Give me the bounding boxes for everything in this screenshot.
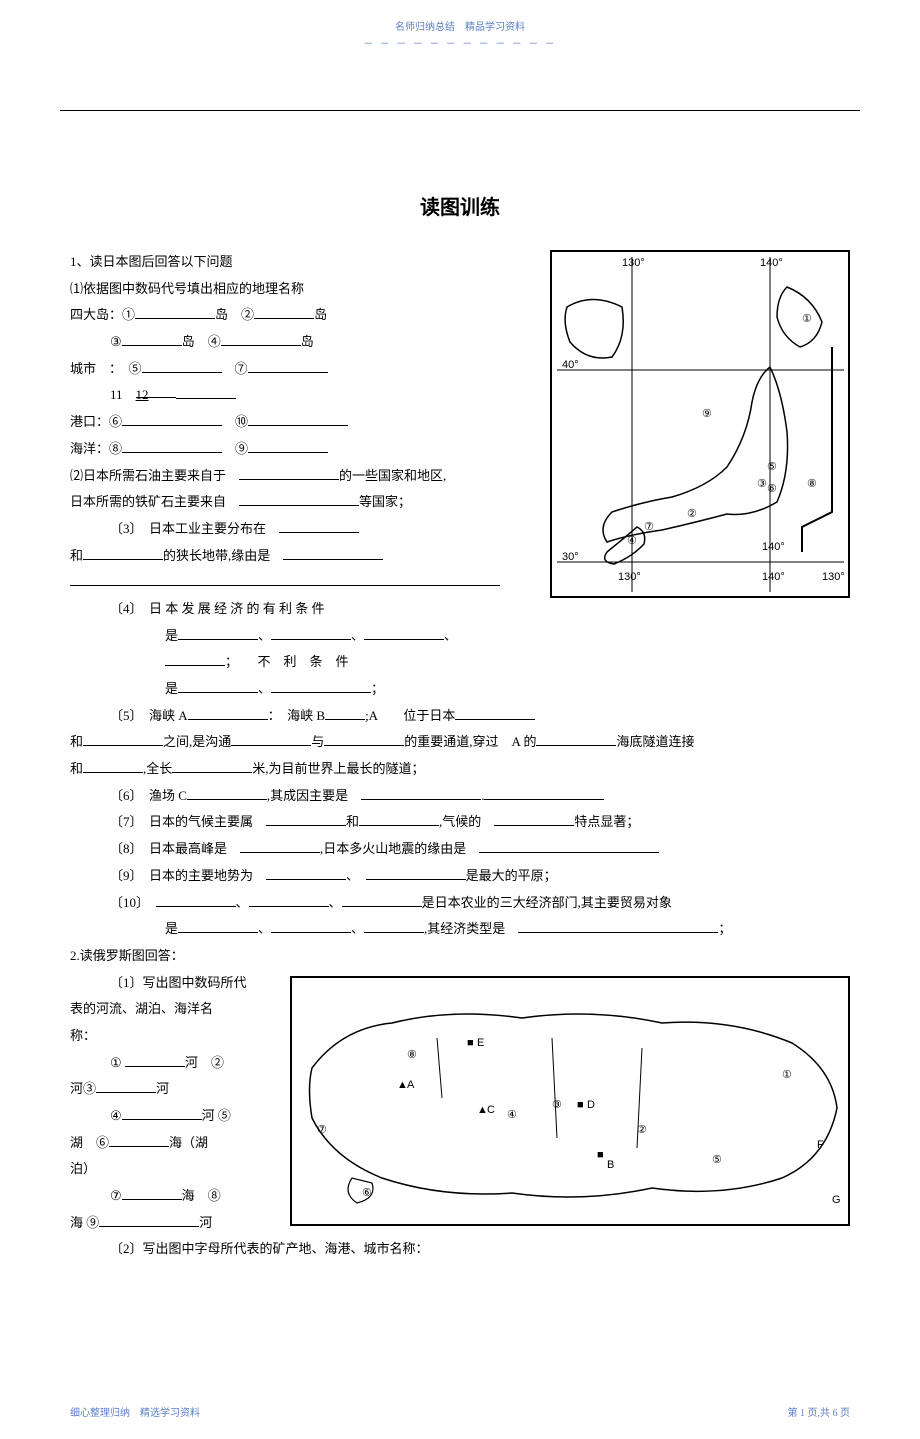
q1-p5b: 和之间,是沟通与的重要通道,穿过 A 的海底隧道连接 — [70, 730, 850, 755]
svg-text:130°: 130° — [622, 257, 645, 269]
q2-stem: 2.读俄罗斯图回答： — [70, 944, 850, 969]
svg-text:F: F — [817, 1139, 824, 1151]
q1-p9: 〔9〕 日本的主要地势为 、 是最大的平原； — [70, 864, 850, 889]
svg-text:130°: 130° — [618, 571, 641, 583]
svg-text:140°: 140° — [762, 571, 785, 583]
q1-p4c: ； 不 利 条 件 — [70, 650, 850, 675]
q1-p10a: 〔10〕 、、是日本农业的三大经济部门,其主要贸易对象 — [70, 891, 850, 916]
q1-p7: 〔7〕 日本的气候主要属 和,气候的 特点显著； — [70, 810, 850, 835]
svg-text:A: A — [407, 1079, 415, 1091]
svg-text:①: ① — [802, 313, 812, 325]
footer-right: 第 1 页,共 6 页 — [788, 1404, 851, 1419]
q1-p5c: 和,全长米,为目前世界上最长的隧道； — [70, 757, 850, 782]
svg-text:130°: 130° — [822, 571, 845, 583]
svg-text:⑧: ⑧ — [407, 1049, 417, 1061]
russia-map: ① ② ③ ④ ⑤ ⑥ ⑦ ⑧ ▲ A ■ B ▲ C ■ D ■ E F G — [290, 976, 850, 1226]
footer-left: 细心整理归纳 精选学习资料 — [70, 1408, 200, 1419]
svg-text:⑦: ⑦ — [317, 1124, 327, 1136]
svg-text:40°: 40° — [562, 359, 579, 371]
q1-p5a: 〔5〕 海峡 A： 海峡 B;A 位于日本 — [70, 704, 850, 729]
svg-text:■: ■ — [577, 1099, 584, 1111]
svg-text:■: ■ — [597, 1149, 604, 1161]
svg-text:30°: 30° — [562, 551, 579, 563]
q1-p4b: 是、、、 — [70, 624, 850, 649]
svg-text:B: B — [607, 1159, 614, 1171]
content: 130° 140° 30° 40° 130° 140° 130° ① ② ③ ④… — [0, 220, 920, 1264]
q1-p6: 〔6〕 渔场 C,其成因主要是 . — [70, 784, 850, 809]
svg-text:E: E — [477, 1037, 484, 1049]
hr-top — [60, 110, 860, 111]
header-dash: － － － － － － － － － － － － — [0, 35, 920, 50]
q2-p2: 〔2〕写出图中字母所代表的矿产地、海港、城市名称： — [70, 1237, 850, 1262]
japan-map: 130° 140° 30° 40° 130° 140° 130° ① ② ③ ④… — [550, 250, 850, 598]
svg-text:③: ③ — [552, 1099, 562, 1111]
svg-text:③: ③ — [757, 478, 767, 490]
svg-text:④: ④ — [507, 1109, 517, 1121]
svg-text:G: G — [832, 1194, 841, 1206]
svg-text:⑤: ⑤ — [712, 1154, 722, 1166]
svg-text:⑦: ⑦ — [644, 521, 654, 533]
page-title: 读图训练 — [0, 191, 920, 220]
q1-p4a: 〔4〕 日 本 发 展 经 济 的 有 利 条 件 — [70, 597, 850, 622]
footer: 细心整理归纳 精选学习资料 第 1 页,共 6 页 — [0, 1404, 920, 1439]
header-text: 名师归纳总结 精品学习资料 — [0, 0, 920, 33]
svg-text:⑤: ⑤ — [767, 461, 777, 473]
q2-text: 〔1〕写出图中数码所代 表的河流、湖泊、海洋名 称： ① 河 ② 河③河 ④河 … — [70, 971, 270, 1236]
svg-text:140°: 140° — [760, 257, 783, 269]
svg-text:⑥: ⑥ — [767, 483, 777, 495]
svg-text:140°: 140° — [762, 541, 785, 553]
svg-text:①: ① — [782, 1069, 792, 1081]
svg-text:D: D — [587, 1099, 595, 1111]
svg-text:⑨: ⑨ — [702, 408, 712, 420]
q1-p4d: 是、； — [70, 677, 850, 702]
svg-text:④: ④ — [627, 535, 637, 547]
svg-text:C: C — [487, 1104, 495, 1116]
q1-p10b: 是、、,其经济类型是 ； — [70, 917, 850, 942]
svg-text:■: ■ — [467, 1037, 474, 1049]
svg-text:②: ② — [687, 508, 697, 520]
svg-text:⑥: ⑥ — [362, 1187, 372, 1199]
svg-text:⑧: ⑧ — [807, 478, 817, 490]
svg-text:②: ② — [637, 1124, 647, 1136]
q1-p8: 〔8〕 日本最高峰是 ,日本多火山地震的缘由是 — [70, 837, 850, 862]
